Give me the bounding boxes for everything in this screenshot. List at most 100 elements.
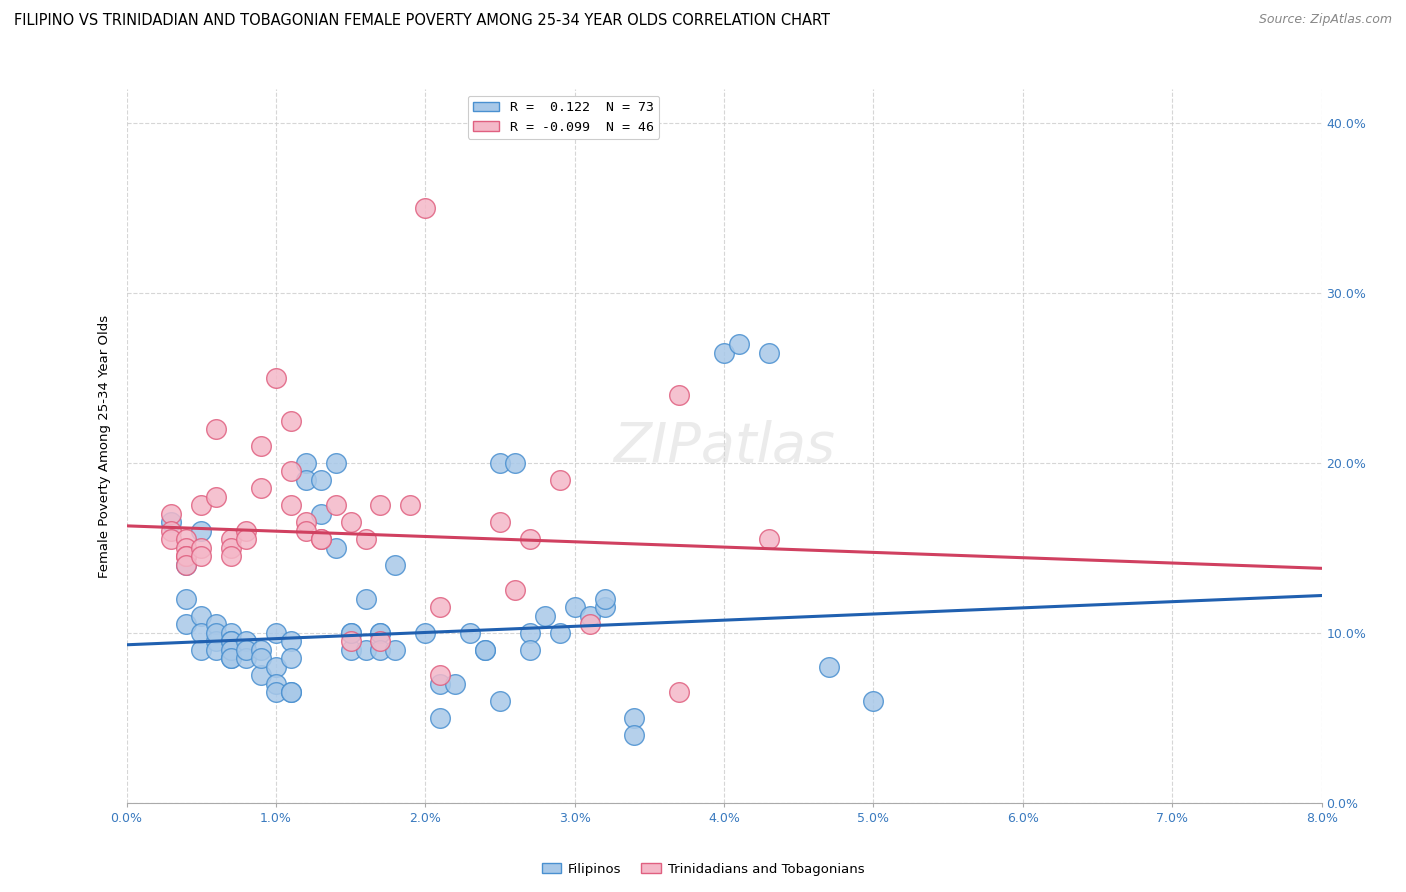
Point bbox=[264, 371, 287, 385]
Point bbox=[623, 711, 645, 725]
Text: ZIPatlas: ZIPatlas bbox=[613, 419, 835, 473]
Point bbox=[309, 473, 332, 487]
Point bbox=[384, 558, 406, 572]
Point bbox=[219, 643, 242, 657]
Point bbox=[354, 643, 377, 657]
Point bbox=[309, 533, 332, 547]
Point bbox=[190, 608, 212, 623]
Point bbox=[205, 490, 228, 504]
Point bbox=[578, 617, 600, 632]
Point bbox=[519, 643, 541, 657]
Point bbox=[190, 643, 212, 657]
Point bbox=[294, 516, 316, 530]
Point bbox=[160, 516, 183, 530]
Point bbox=[325, 456, 347, 470]
Point bbox=[174, 558, 197, 572]
Point bbox=[219, 549, 242, 564]
Point bbox=[174, 549, 197, 564]
Point bbox=[370, 634, 392, 648]
Point bbox=[250, 651, 273, 665]
Legend: R =  0.122  N = 73, R = -0.099  N = 46: R = 0.122 N = 73, R = -0.099 N = 46 bbox=[468, 95, 659, 139]
Point bbox=[280, 465, 302, 479]
Point bbox=[474, 643, 496, 657]
Point bbox=[339, 643, 361, 657]
Point bbox=[250, 643, 273, 657]
Point bbox=[205, 643, 228, 657]
Point bbox=[503, 456, 526, 470]
Point bbox=[219, 634, 242, 648]
Point bbox=[174, 533, 197, 547]
Point bbox=[519, 626, 541, 640]
Point bbox=[474, 643, 496, 657]
Point bbox=[250, 668, 273, 682]
Y-axis label: Female Poverty Among 25-34 Year Olds: Female Poverty Among 25-34 Year Olds bbox=[97, 315, 111, 577]
Point bbox=[354, 533, 377, 547]
Legend: Filipinos, Trinidadians and Tobagonians: Filipinos, Trinidadians and Tobagonians bbox=[536, 857, 870, 881]
Point bbox=[219, 651, 242, 665]
Point bbox=[190, 549, 212, 564]
Point bbox=[219, 634, 242, 648]
Point bbox=[205, 617, 228, 632]
Point bbox=[429, 677, 451, 691]
Point bbox=[862, 694, 884, 708]
Point bbox=[713, 345, 735, 359]
Point bbox=[339, 626, 361, 640]
Point bbox=[413, 201, 436, 215]
Point bbox=[264, 677, 287, 691]
Point bbox=[503, 583, 526, 598]
Point bbox=[623, 728, 645, 742]
Point bbox=[264, 685, 287, 699]
Point bbox=[219, 626, 242, 640]
Point bbox=[728, 337, 751, 351]
Point bbox=[280, 651, 302, 665]
Point bbox=[309, 533, 332, 547]
Point bbox=[280, 634, 302, 648]
Point bbox=[758, 533, 780, 547]
Point bbox=[548, 626, 571, 640]
Point bbox=[325, 499, 347, 513]
Point bbox=[280, 413, 302, 427]
Point bbox=[429, 600, 451, 615]
Point bbox=[219, 541, 242, 555]
Point bbox=[370, 643, 392, 657]
Point bbox=[429, 711, 451, 725]
Point bbox=[174, 591, 197, 606]
Point bbox=[339, 516, 361, 530]
Point bbox=[593, 600, 616, 615]
Point bbox=[668, 685, 690, 699]
Point bbox=[205, 634, 228, 648]
Point bbox=[190, 499, 212, 513]
Point bbox=[160, 524, 183, 538]
Point bbox=[205, 422, 228, 436]
Point bbox=[489, 456, 512, 470]
Point bbox=[264, 626, 287, 640]
Point bbox=[429, 668, 451, 682]
Point bbox=[235, 533, 257, 547]
Text: FILIPINO VS TRINIDADIAN AND TOBAGONIAN FEMALE POVERTY AMONG 25-34 YEAR OLDS CORR: FILIPINO VS TRINIDADIAN AND TOBAGONIAN F… bbox=[14, 13, 830, 29]
Point bbox=[370, 499, 392, 513]
Point bbox=[817, 660, 839, 674]
Point bbox=[280, 685, 302, 699]
Point bbox=[519, 533, 541, 547]
Point bbox=[190, 541, 212, 555]
Point bbox=[160, 533, 183, 547]
Point bbox=[174, 549, 197, 564]
Point bbox=[219, 651, 242, 665]
Point bbox=[280, 499, 302, 513]
Point bbox=[384, 643, 406, 657]
Point bbox=[458, 626, 481, 640]
Point bbox=[593, 591, 616, 606]
Point bbox=[160, 507, 183, 521]
Point bbox=[219, 533, 242, 547]
Point bbox=[174, 558, 197, 572]
Point bbox=[309, 507, 332, 521]
Point bbox=[235, 634, 257, 648]
Point bbox=[354, 591, 377, 606]
Point bbox=[190, 524, 212, 538]
Point bbox=[370, 626, 392, 640]
Point bbox=[758, 345, 780, 359]
Point bbox=[235, 643, 257, 657]
Point bbox=[564, 600, 586, 615]
Point bbox=[264, 660, 287, 674]
Point bbox=[668, 388, 690, 402]
